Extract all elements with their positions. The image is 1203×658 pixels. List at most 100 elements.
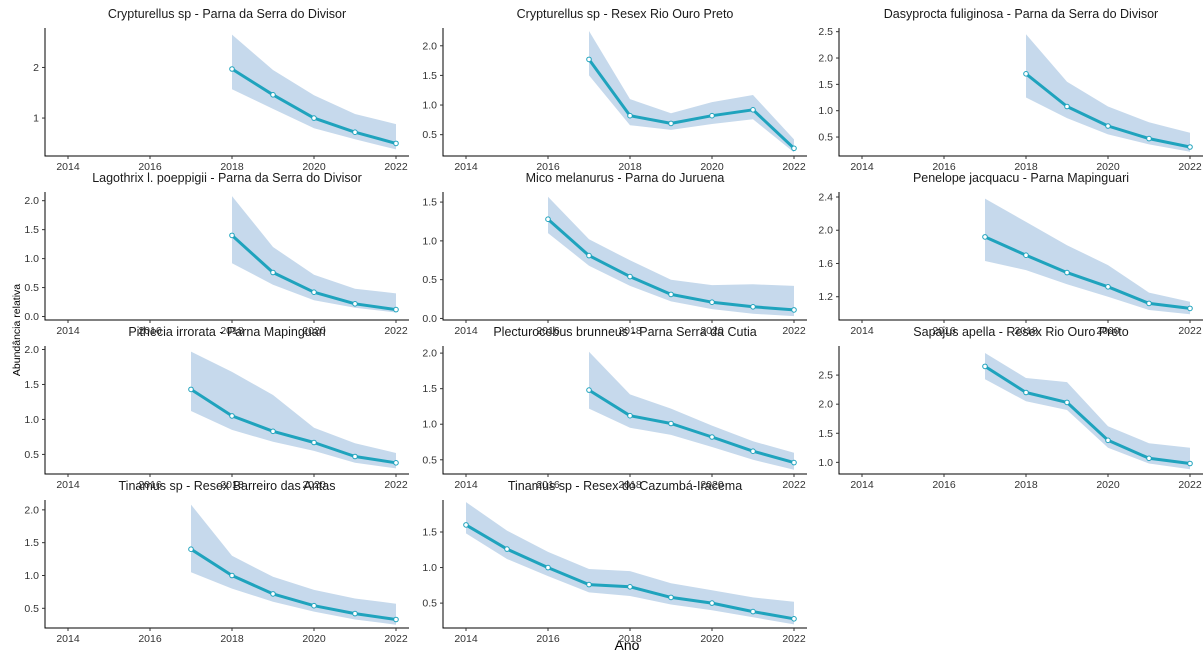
panel-title: Tinamus sp - Resex do Cazumbá-Iracema — [508, 479, 742, 493]
y-axis-title: Abundância relativa — [11, 284, 23, 376]
data-point — [545, 216, 551, 222]
data-point — [270, 428, 276, 435]
data-point — [504, 546, 510, 552]
data-point — [1146, 455, 1152, 462]
y-tick-label: 1.5 — [24, 537, 39, 549]
y-tick-label: 1.0 — [818, 105, 833, 117]
confidence-band — [232, 196, 396, 313]
y-tick-label: 2.4 — [818, 191, 833, 203]
panel: Tinamus sp - Resex Barreiro das Antas 0.5… — [24, 479, 409, 645]
data-point — [270, 92, 276, 98]
confidence-band — [589, 31, 794, 153]
series-line — [588, 388, 795, 465]
x-tick-label: 2016 — [138, 479, 162, 491]
x-tick-label: 2018 — [1014, 325, 1038, 337]
data-point — [188, 386, 194, 393]
x-tick-label: 2022 — [782, 161, 806, 173]
y-tick-label: 1.5 — [422, 527, 437, 539]
x-tick-label: 2020 — [1096, 325, 1120, 337]
data-point — [352, 610, 358, 617]
x-tick-label: 2022 — [384, 325, 408, 337]
x-tick-label: 2016 — [536, 325, 560, 337]
y-tick-label: 1.5 — [422, 197, 437, 209]
panel-title: Tinamus sp - Resex Barreiro das Antas — [119, 479, 336, 493]
x-tick-label: 2022 — [1178, 161, 1202, 173]
y-tick-label: 2.0 — [818, 399, 833, 411]
data-point — [791, 307, 797, 313]
x-tick-label: 2022 — [384, 161, 408, 173]
x-tick-label: 2020 — [302, 479, 326, 491]
x-tick-label: 2022 — [782, 325, 806, 337]
x-tick-label: 2020 — [700, 161, 724, 173]
panel: Pithecia irrorata - Parna Mapinguari 0.5 1… — [24, 325, 409, 491]
y-tick-label: 2.0 — [24, 504, 39, 516]
confidence-band — [985, 353, 1190, 470]
data-point — [1187, 305, 1193, 312]
data-point — [709, 299, 715, 306]
y-tick-label: 1.0 — [422, 100, 437, 112]
x-tick-label: 2016 — [138, 161, 162, 173]
data-point — [1023, 252, 1029, 258]
data-point — [229, 66, 235, 72]
y-tick-label: 1.0 — [24, 414, 39, 426]
x-tick-label: 2014 — [850, 161, 874, 173]
y-tick-label: 1.5 — [422, 383, 437, 395]
x-tick-label: 2016 — [932, 325, 956, 337]
panel-title: Plecturocebus brunneus - Parna Serra da … — [493, 325, 756, 339]
data-point — [352, 301, 358, 307]
y-tick-label: 1.0 — [818, 457, 833, 469]
x-tick-label: 2020 — [700, 479, 724, 491]
series-line — [190, 388, 397, 465]
data-point — [311, 289, 317, 296]
x-tick-label: 2016 — [932, 161, 956, 173]
x-tick-label: 2020 — [302, 633, 326, 645]
data-point — [1105, 284, 1111, 290]
x-tick-label: 2016 — [536, 479, 560, 491]
data-point — [668, 594, 674, 601]
y-tick-label: 0.5 — [24, 449, 39, 461]
y-tick-label: 0.5 — [24, 282, 39, 294]
y-tick-label: 1.0 — [422, 562, 437, 574]
x-tick-label: 2022 — [1178, 325, 1202, 337]
y-tick-label: 0.5 — [422, 274, 437, 286]
x-tick-label: 2014 — [850, 479, 874, 491]
x-tick-label: 2018 — [618, 161, 642, 173]
data-point — [627, 112, 633, 119]
x-tick-label: 2016 — [932, 479, 956, 491]
data-point — [545, 564, 551, 571]
data-point — [188, 546, 194, 553]
panel: Lagothrix l. poeppigii - Parna da Serra … — [24, 171, 409, 337]
y-tick-label: 0.0 — [422, 313, 437, 325]
x-tick-label: 2014 — [454, 479, 478, 491]
series-line — [984, 235, 1191, 310]
x-tick-label: 2014 — [56, 479, 80, 491]
data-point — [627, 584, 633, 590]
x-tick-label: 2014 — [56, 161, 80, 173]
series-line — [190, 547, 397, 621]
x-tick-label: 2018 — [618, 479, 642, 491]
data-point — [229, 572, 235, 579]
x-tick-label: 2016 — [138, 633, 162, 645]
y-tick-label: 1.5 — [818, 79, 833, 91]
x-tick-label: 2018 — [618, 633, 642, 645]
confidence-band — [232, 34, 396, 150]
series-line — [587, 58, 796, 150]
y-tick-label: 1.0 — [422, 419, 437, 431]
x-tick-label: 2020 — [700, 633, 724, 645]
panel: Penelope jacquacu - Parna Mapinguari 1.2 1… — [818, 171, 1203, 337]
panel-title: Pithecia irrorata - Parna Mapinguari — [128, 325, 325, 339]
data-point — [586, 581, 592, 588]
data-point — [463, 522, 469, 528]
confidence-band — [191, 351, 396, 469]
data-point — [668, 120, 674, 127]
x-tick-label: 2014 — [454, 633, 478, 645]
panel: Mico melanurus - Parna do Juruena 0.0 0.5 1… — [422, 171, 807, 337]
confidence-band — [985, 198, 1190, 315]
y-tick-label: 1.5 — [24, 224, 39, 236]
y-tick-label: 0.5 — [422, 454, 437, 466]
x-tick-label: 2016 — [536, 161, 560, 173]
data-point — [1105, 437, 1111, 444]
data-point — [586, 56, 592, 63]
data-point — [311, 439, 317, 446]
